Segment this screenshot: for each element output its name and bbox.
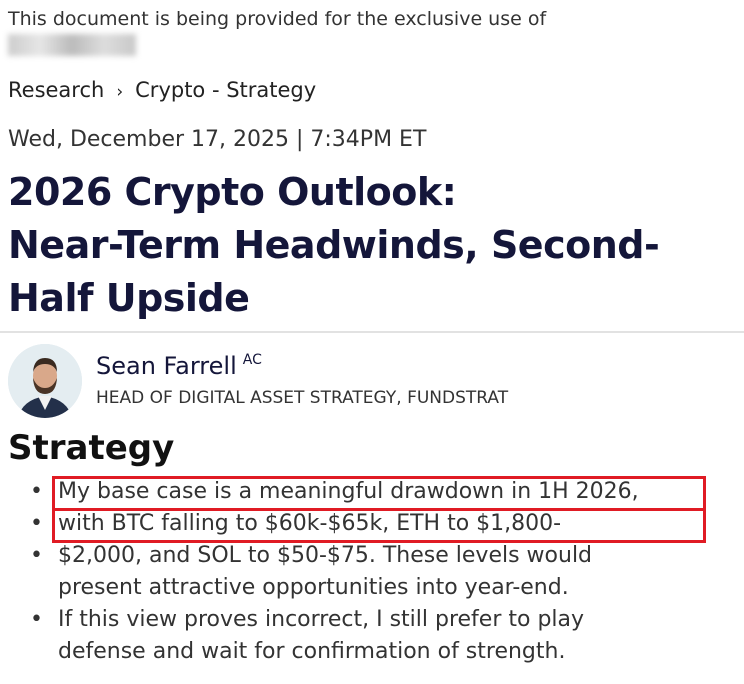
- bullet: •: [30, 511, 43, 536]
- analyst-certification-badge: AC: [242, 352, 262, 368]
- bullet: •: [30, 607, 43, 632]
- highlight-box: [52, 508, 706, 543]
- breadcrumb: Research › Crypto - Strategy: [8, 78, 316, 102]
- section-heading: Strategy: [8, 428, 175, 468]
- redacted-recipient-name: [8, 34, 136, 56]
- exclusive-use-notice: This document is being provided for the …: [8, 8, 547, 30]
- author-name[interactable]: Sean Farrell AC: [96, 352, 262, 380]
- title-line: Near-Term Headwinds, Second-: [8, 223, 660, 267]
- divider: [0, 331, 744, 333]
- publish-date: Wed, December 17, 2025 | 7:34PM ET: [8, 127, 427, 152]
- title-line: Half Upside: [8, 276, 250, 320]
- strategy-line: My base case is a meaningful drawdown in…: [58, 479, 639, 504]
- bullet: •: [30, 543, 43, 568]
- strategy-line: If this view proves incorrect, I still p…: [58, 607, 585, 632]
- author-name-text: Sean Farrell: [96, 352, 237, 380]
- strategy-line: defense and wait for confirmation of str…: [58, 639, 566, 664]
- author-role: HEAD OF DIGITAL ASSET STRATEGY, FUNDSTRA…: [96, 388, 509, 408]
- breadcrumb-crypto-strategy[interactable]: Crypto - Strategy: [135, 78, 317, 102]
- strategy-line: present attractive opportunities into ye…: [58, 575, 569, 600]
- breadcrumb-research[interactable]: Research: [8, 78, 105, 102]
- strategy-line: $2,000, and SOL to $50-$75. These levels…: [58, 543, 593, 568]
- bullet: •: [30, 479, 43, 504]
- chevron-right-icon: ›: [116, 82, 124, 102]
- title-line: 2026 Crypto Outlook:: [8, 170, 457, 214]
- avatar: [8, 344, 82, 418]
- strategy-line: with BTC falling to $60k-$65k, ETH to $1…: [58, 511, 562, 536]
- page-title: 2026 Crypto Outlook: Near-Term Headwinds…: [8, 166, 660, 325]
